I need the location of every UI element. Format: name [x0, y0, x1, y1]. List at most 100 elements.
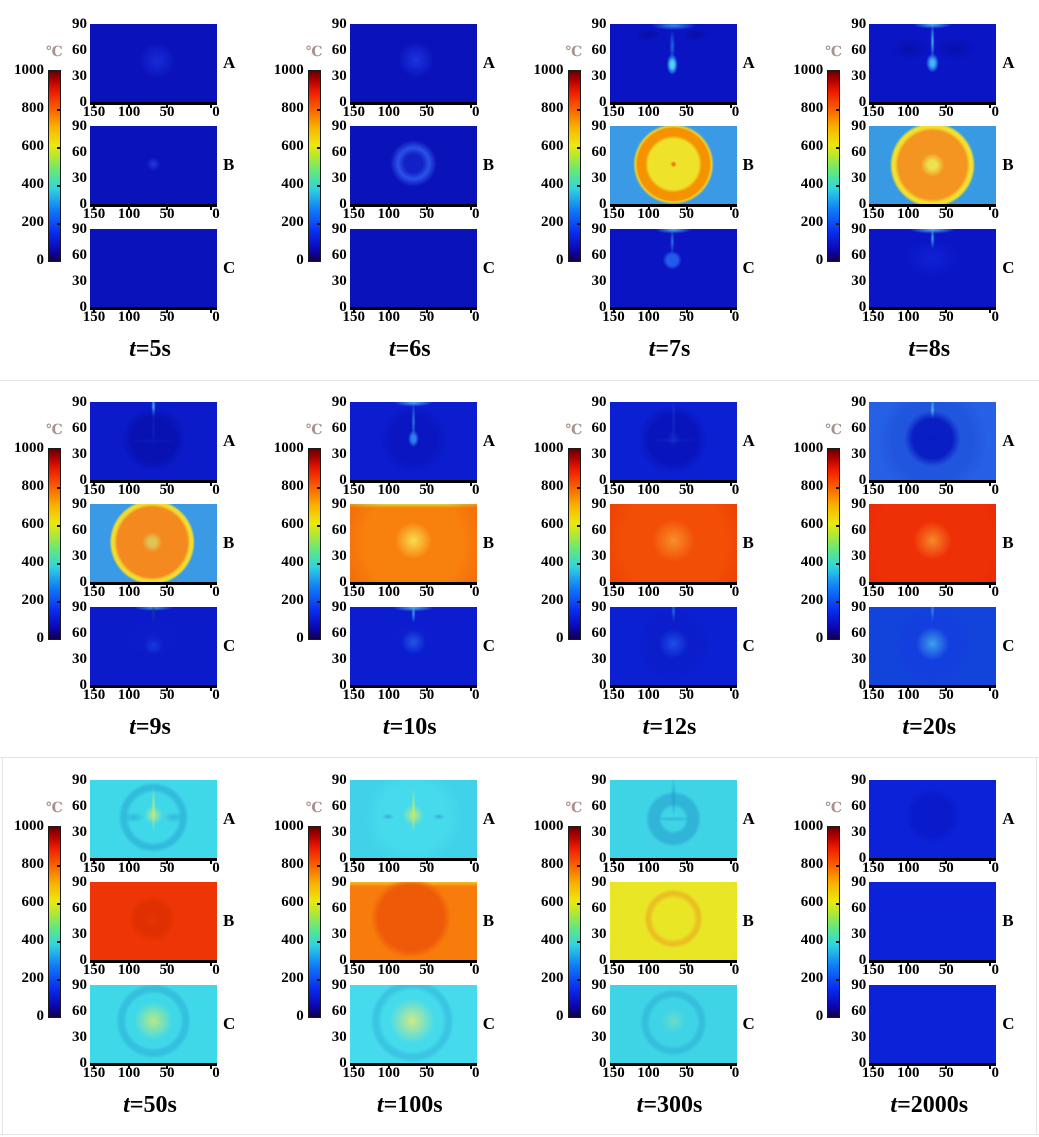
- colorbar-tick-label: 0: [556, 252, 564, 268]
- heatmap-panels: 90 60 30 0 A 150 100 50 0 90 60 30 0 B 150 100 50 0 90 60 30…: [520, 2, 780, 380]
- x-axis-tick-label: 50: [419, 962, 435, 978]
- x-axis-tick-label: 150: [862, 584, 885, 600]
- y-axis-tick-label: 0: [858, 299, 867, 315]
- x-axis-tick-mark: [210, 310, 212, 313]
- x-axis-tick-label: 100: [377, 104, 401, 120]
- colorbar-gradient: [567, 70, 581, 262]
- heatmap-panel-C: [869, 229, 997, 313]
- time-group: ℃ 1000 800 600 400 200 0 90 60 30 0 A 150 100 50 0 90 6…: [520, 380, 780, 758]
- x-axis-tick-label: 150: [342, 860, 366, 876]
- x-axis-tick-mark: [945, 1066, 948, 1069]
- colorbar-tick-label: 600: [541, 894, 564, 910]
- y-axis-tick-label: 60: [591, 420, 607, 436]
- colorbar-tick-mark: [836, 865, 840, 867]
- row-divider-line: [0, 757, 1039, 758]
- y-axis-tick-label: 30: [72, 1029, 87, 1045]
- x-axis-tick-mark: [352, 585, 355, 588]
- x-axis-tick-mark: [93, 207, 95, 210]
- y-axis-tick-label: 90: [72, 16, 87, 32]
- x-axis-tick-mark: [166, 1066, 168, 1069]
- y-axis-tick-label: 0: [599, 1055, 607, 1071]
- colorbar-tick-label: 600: [281, 516, 304, 532]
- x-axis-tick-label: 50: [938, 860, 954, 876]
- heatmap-panel-C: [349, 229, 477, 313]
- time-label: t=5s: [40, 336, 260, 363]
- y-axis-tick-label: 60: [72, 798, 87, 814]
- colorbar-tick-mark: [836, 147, 840, 149]
- x-axis-tick-label: 50: [679, 860, 694, 876]
- x-axis-tick-mark: [729, 310, 732, 313]
- time-group: ℃ 1000 800 600 400 200 0 90 60 30 0 A 150 100 50 0 90 6…: [260, 2, 520, 380]
- x-axis-tick-mark: [989, 1066, 992, 1069]
- colorbar-tick-label: 200: [541, 214, 564, 230]
- x-axis-tick-label: 0: [991, 962, 1000, 978]
- x-axis-tick-mark: [729, 688, 732, 691]
- heatmap-panel-A: [349, 402, 477, 486]
- y-axis-tick-label: 60: [72, 247, 87, 263]
- x-axis-tick-label: 0: [991, 1065, 1000, 1081]
- colorbar-tick-mark: [576, 601, 580, 603]
- right-border-line: [1036, 757, 1037, 1135]
- x-axis-tick-mark: [872, 105, 875, 108]
- colorbar-tick-label: 0: [815, 1008, 824, 1024]
- time-value: =12s: [649, 714, 697, 740]
- colorbar-tick-label: 600: [800, 516, 824, 532]
- y-axis-tick-label: 0: [599, 299, 607, 315]
- panel-label-B: B: [223, 533, 235, 552]
- panel-label-B: B: [223, 155, 235, 174]
- colorbar-gradient: [307, 448, 321, 640]
- x-axis-tick-label: 150: [342, 104, 366, 120]
- x-axis-tick-label: 50: [679, 482, 694, 498]
- x-axis-tick-mark: [612, 483, 615, 486]
- y-axis-tick-label: 90: [331, 496, 347, 512]
- y-axis-tick-label: 90: [331, 874, 347, 890]
- colorbar-tick-label: 600: [21, 894, 45, 910]
- y-axis-tick-label: 0: [858, 677, 867, 693]
- x-axis-tick-mark: [907, 585, 910, 588]
- x-axis-tick-label: 100: [377, 687, 401, 703]
- colorbar-tick-mark: [57, 903, 60, 905]
- heatmap-panel-B: [869, 504, 997, 588]
- y-axis-tick-label: 0: [79, 677, 88, 693]
- colorbar-tick-label: 800: [21, 478, 45, 494]
- y-axis-tick-label: 90: [851, 16, 867, 32]
- y-axis-tick-label: 60: [591, 1003, 607, 1019]
- x-axis-tick-label: 100: [897, 104, 920, 120]
- time-value: =6s: [395, 336, 431, 362]
- y-axis-tick-label: 30: [591, 926, 607, 942]
- time-symbol: t: [382, 714, 390, 740]
- x-axis-tick-label: 50: [159, 482, 175, 498]
- y-axis-tick-label: 0: [339, 94, 347, 110]
- x-axis-tick-mark: [387, 483, 390, 486]
- colorbar-tick-mark: [57, 563, 60, 565]
- x-axis-tick-label: 100: [637, 962, 660, 978]
- y-axis-tick-label: 0: [599, 850, 607, 866]
- x-axis-tick-label: 150: [862, 962, 885, 978]
- x-axis-tick-label: 50: [938, 584, 954, 600]
- panel-label-B: B: [1002, 533, 1014, 552]
- x-axis-tick-mark: [945, 963, 948, 966]
- x-axis-tick-mark: [166, 105, 168, 108]
- time-label: t=6s: [300, 336, 520, 363]
- x-axis-tick-label: 0: [991, 860, 1000, 876]
- x-axis-tick-label: 100: [897, 1065, 920, 1081]
- colorbar-tick-mark: [316, 979, 320, 981]
- colorbar-tick-label: 200: [281, 214, 304, 230]
- x-axis-tick-mark: [685, 861, 688, 864]
- x-axis-tick-label: 150: [862, 206, 885, 222]
- x-axis-tick-mark: [425, 585, 428, 588]
- x-axis-tick-label: 0: [212, 584, 220, 600]
- colorbar-tick-label: 800: [541, 100, 564, 116]
- x-axis-tick-mark: [647, 207, 650, 210]
- x-axis-tick-mark: [210, 688, 212, 691]
- time-group: ℃ 1000 800 600 400 200 0 90 60 30 0 A 150 100 50 0 90 6…: [0, 758, 260, 1136]
- x-axis-tick-mark: [210, 105, 212, 108]
- x-axis-tick-label: 150: [602, 206, 625, 222]
- colorbar-tick-label: 400: [541, 554, 564, 570]
- colorbar-tick-label: 0: [815, 630, 824, 646]
- y-axis-tick-label: 0: [339, 850, 347, 866]
- heatmap-panel-C: [90, 229, 217, 313]
- y-axis-tick-label: 0: [858, 952, 867, 968]
- y-axis-tick-label: 90: [72, 772, 87, 788]
- colorbar-tick-label: 800: [800, 478, 824, 494]
